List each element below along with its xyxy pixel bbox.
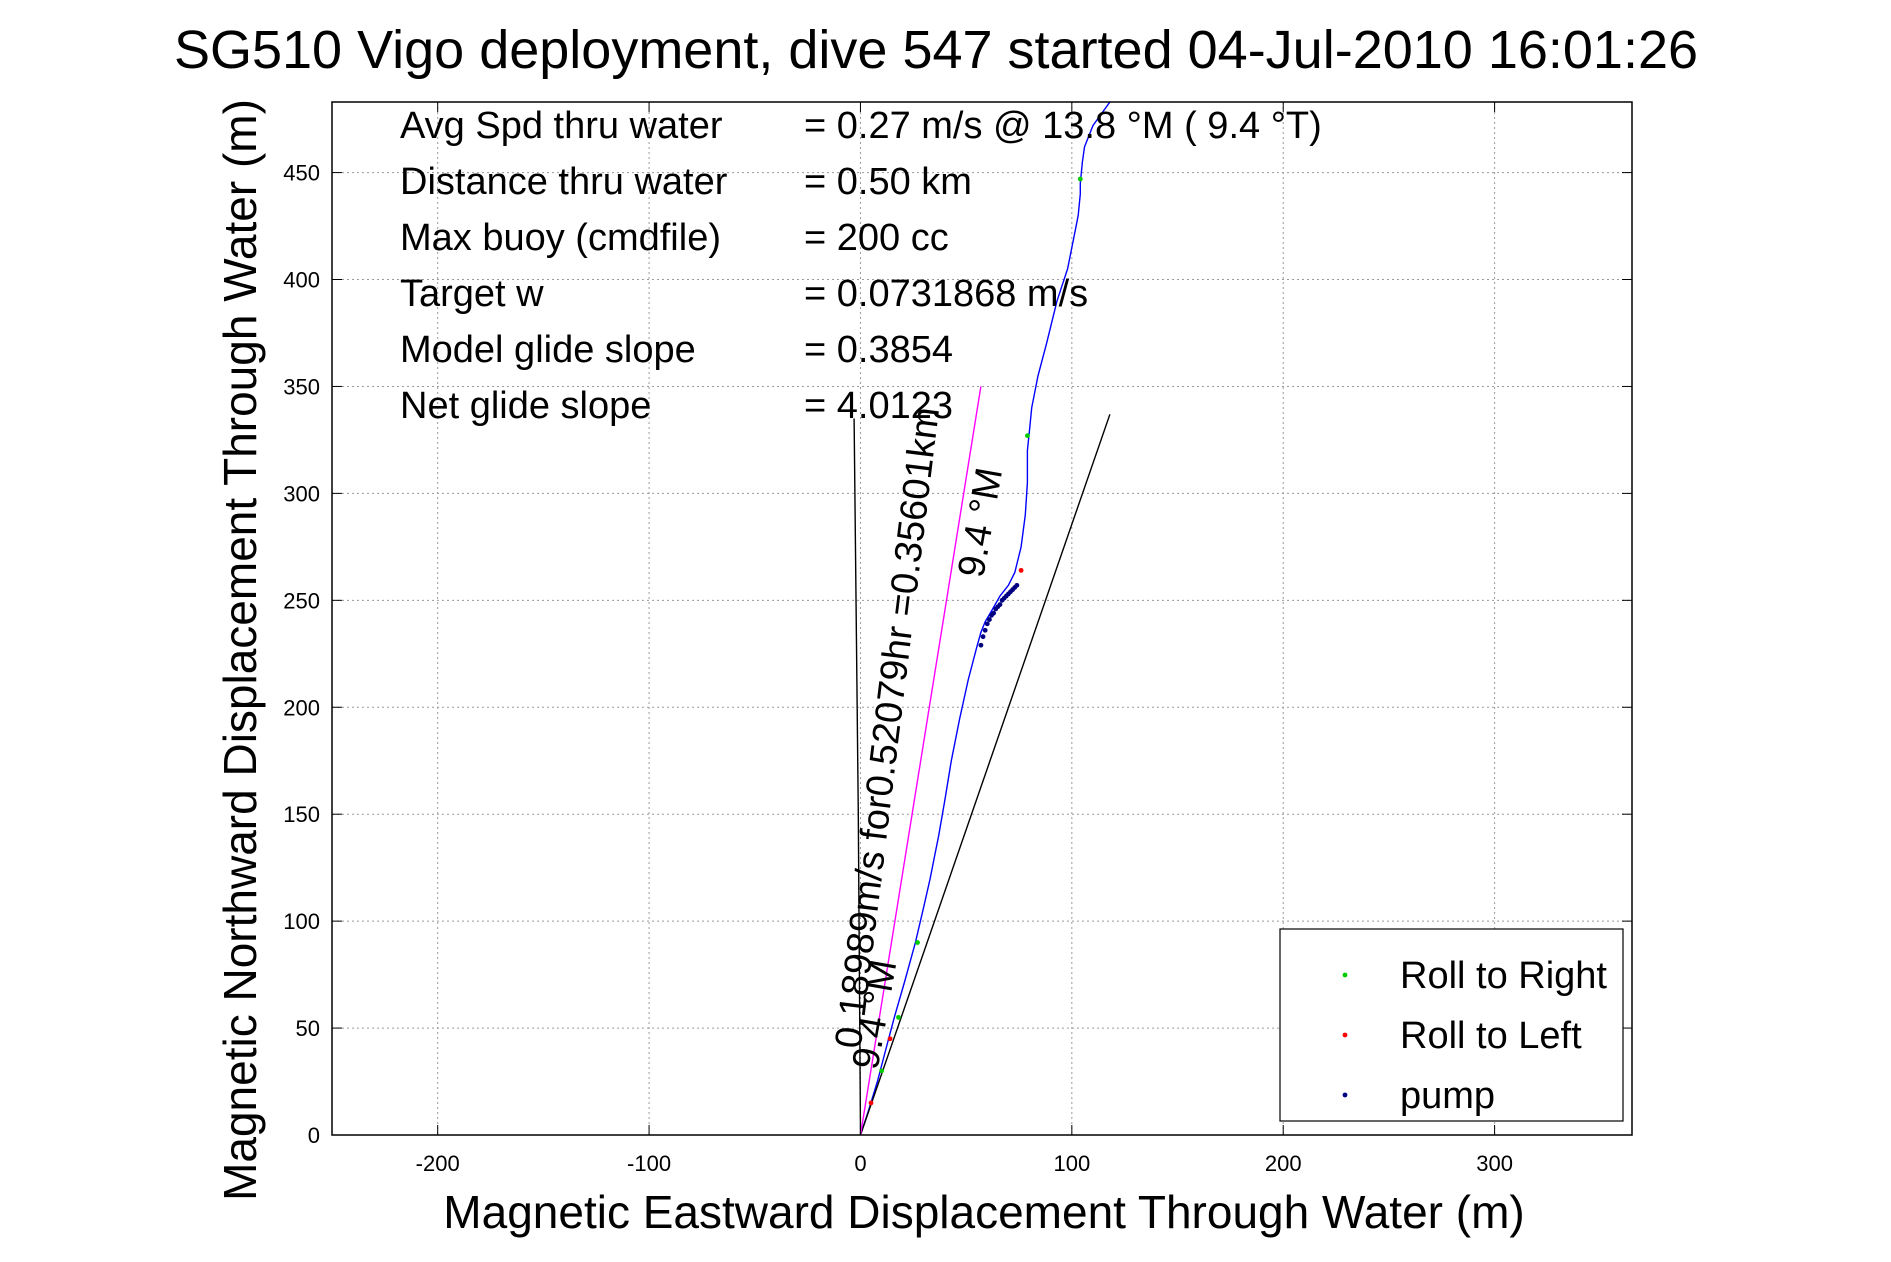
stat-label: Target w: [400, 273, 544, 315]
y-tick-label: 0: [308, 1123, 320, 1148]
y-axis-label: Magnetic Northward Displacement Through …: [214, 99, 266, 1201]
x-tick-label: 200: [1265, 1151, 1302, 1176]
y-tick-label: 300: [283, 481, 320, 506]
vector-annotation: 0.18989m/s for0.52079hr =0.35601km: [828, 405, 948, 1051]
y-tick-label: 200: [283, 695, 320, 720]
x-axis-label: Magnetic Eastward Displacement Through W…: [443, 1186, 1524, 1238]
pump-marker: [982, 627, 988, 633]
stats-block: Avg Spd thru water = 0.27 m/s @ 13.8 °M (…: [400, 105, 1322, 427]
y-tick-label: 350: [283, 374, 320, 399]
pump-marker: [986, 617, 992, 622]
legend-marker: [1342, 1092, 1348, 1098]
x-tick-label: 100: [1053, 1151, 1090, 1176]
pump-marker: [1014, 582, 1020, 588]
legend-items: Roll to Right Roll to Left pump: [1342, 955, 1607, 1117]
y-tick-label: 400: [283, 268, 320, 293]
stat-value: = 0.3854: [804, 329, 953, 371]
stat-value: = 0.50 km: [804, 161, 972, 203]
y-tick-label: 450: [283, 161, 320, 186]
track-line: [859, 101, 1111, 1136]
legend-label: Roll to Left: [1400, 1015, 1582, 1057]
vector-annotation: 9.4 °M: [951, 465, 1012, 581]
pump-marker: [991, 610, 997, 616]
stat-label: Avg Spd thru water: [400, 105, 723, 147]
current-vector-line: [859, 386, 982, 1136]
stat-value: = 200 cc: [804, 217, 949, 259]
y-tick-label: 50: [296, 1016, 320, 1041]
series-layer: [853, 101, 1111, 1136]
y-tick-label: 250: [283, 588, 320, 613]
stat-label: Model glide slope: [400, 329, 696, 371]
x-tick-label: -100: [627, 1151, 671, 1176]
legend-label: pump: [1400, 1075, 1495, 1117]
pump-marker: [984, 621, 990, 627]
legend-marker: [1342, 1032, 1348, 1038]
y-tick-label: 100: [283, 909, 320, 934]
y-tick-label: 150: [283, 802, 320, 827]
marker-layer: [868, 176, 1083, 1106]
x-tick-label: 300: [1476, 1151, 1513, 1176]
pump-marker: [978, 642, 984, 648]
stat-value: = 4.0123: [804, 385, 953, 427]
roll-to-right-marker: [915, 940, 920, 945]
roll-to-right-marker: [1077, 176, 1083, 182]
roll-to-right-marker: [879, 1068, 884, 1074]
tick-layer: -200 -100 0 100 200 300 0 50 100 150 200 250 300 350 4…: [283, 102, 1632, 1176]
stat-value: = 0.27 m/s @ 13.8 °M ( 9.4 °T): [804, 105, 1322, 147]
legend-marker: [1342, 972, 1348, 978]
stat-value: = 0.0731868 m/s: [804, 273, 1088, 315]
roll-to-left-marker: [887, 1036, 893, 1042]
roll-to-right-marker: [1025, 433, 1030, 439]
x-tick-label: -200: [416, 1151, 460, 1176]
stat-label: Max buoy (cmdfile): [400, 217, 721, 259]
roll-to-right-marker: [896, 1014, 901, 1020]
roll-to-left-marker: [868, 1100, 874, 1106]
vertical-velocity-line-line: [853, 418, 862, 1136]
x-tick-label: 0: [854, 1151, 866, 1176]
roll-to-left-marker: [1018, 567, 1024, 573]
legend: Roll to Right Roll to Left pump: [1279, 928, 1624, 1122]
pump-marker: [997, 602, 1003, 607]
stat-label: Distance thru water: [400, 161, 728, 203]
pump-marker: [980, 634, 986, 640]
stat-label: Net glide slope: [400, 385, 651, 427]
legend-box: [1279, 928, 1624, 1122]
net-displacement-line-line: [859, 414, 1111, 1136]
plot-frame: [331, 101, 1633, 1136]
legend-label: Roll to Right: [1400, 955, 1607, 997]
chart-title: SG510 Vigo deployment, dive 547 started …: [174, 20, 1698, 80]
